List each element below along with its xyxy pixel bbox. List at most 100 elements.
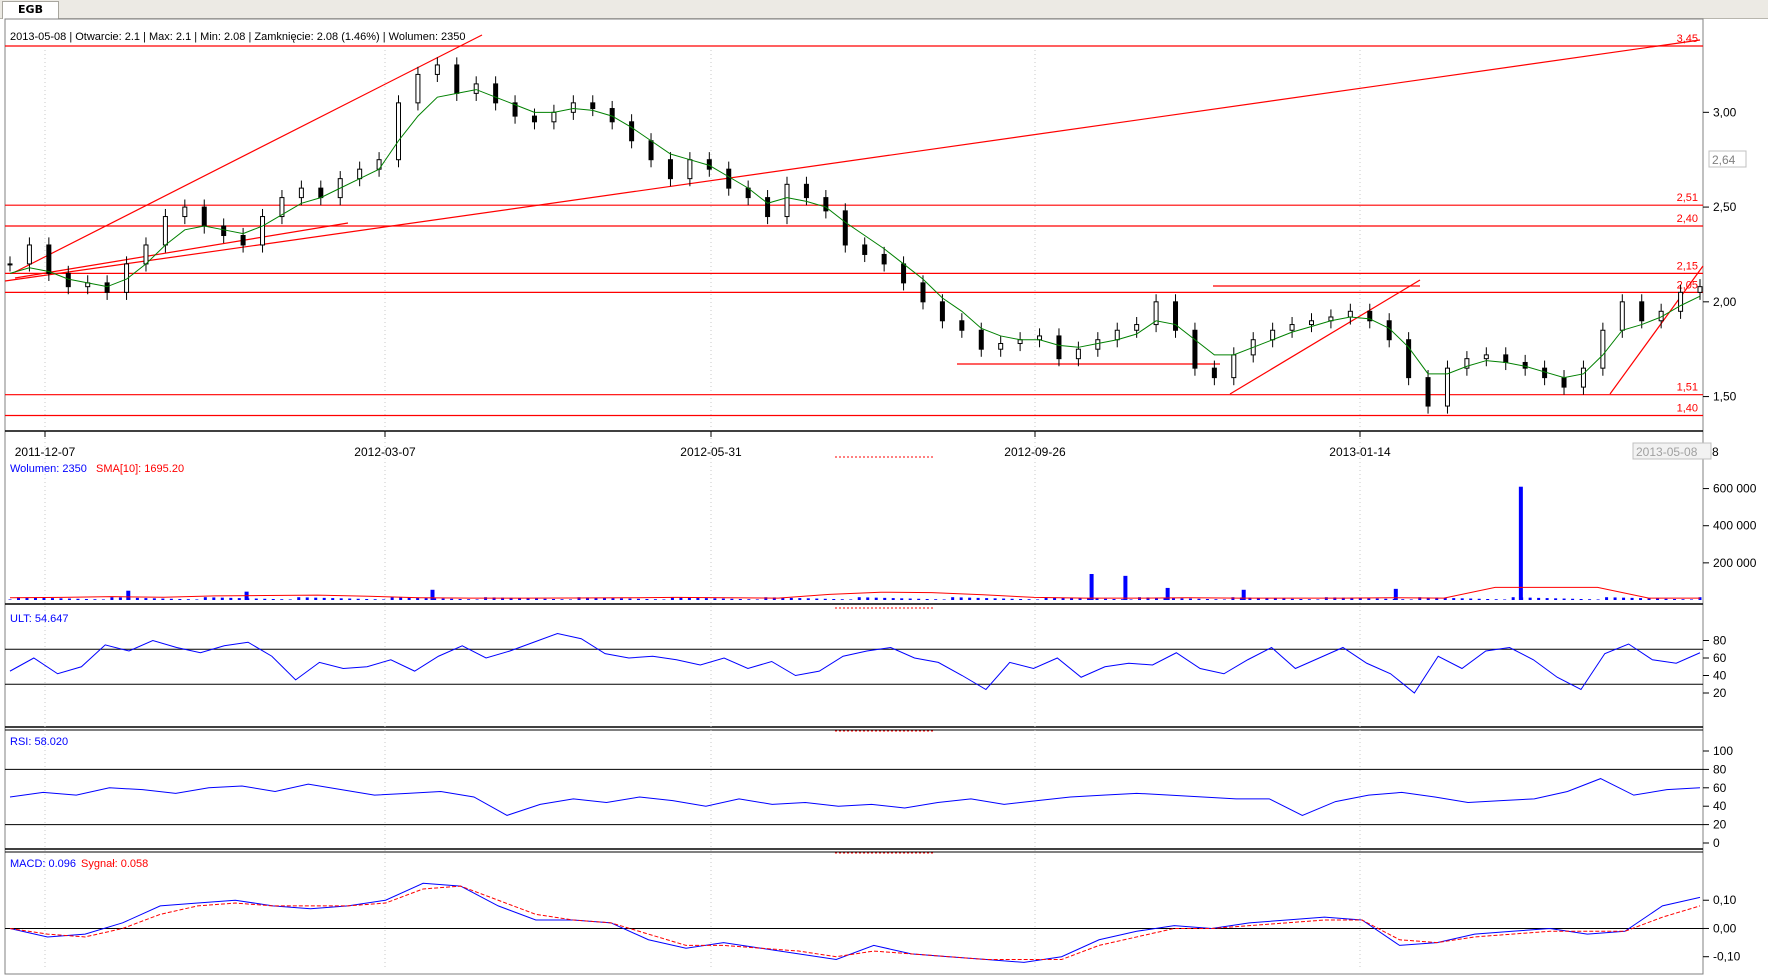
volume-bar xyxy=(348,598,352,600)
horizontal-level-label: 2,05 xyxy=(1677,279,1698,291)
volume-bar xyxy=(1579,598,1583,600)
volume-bar xyxy=(560,599,564,600)
volume-tick-label: 600 000 xyxy=(1713,482,1757,496)
volume-bar xyxy=(1307,599,1311,600)
volume-bar xyxy=(441,598,445,600)
macd-panel: MACD: 0.096 Sygnał: 0.058 0,10 0,00 -0,10 xyxy=(5,858,1741,964)
volume-bar xyxy=(1010,598,1014,600)
volume-bar xyxy=(1180,598,1184,600)
candle-body xyxy=(260,216,266,246)
candle-body xyxy=(1153,301,1159,326)
candle-body xyxy=(201,206,207,227)
volume-bar xyxy=(1452,598,1456,600)
axis-tick-label: 80 xyxy=(1713,762,1727,776)
trendline-up-2 xyxy=(14,222,349,279)
volume-bar xyxy=(747,599,751,600)
volume-bar xyxy=(407,597,411,600)
volume-bar xyxy=(263,598,267,600)
volume-bar xyxy=(1036,599,1040,600)
volume-bar xyxy=(518,598,522,600)
candle-body xyxy=(726,168,732,189)
volume-bar xyxy=(1123,575,1128,600)
volume-bar xyxy=(178,598,182,600)
volume-bar xyxy=(33,597,37,600)
volume-bar xyxy=(1613,597,1617,600)
volume-bar xyxy=(1222,599,1226,600)
candle-body xyxy=(648,140,654,161)
volume-bar xyxy=(59,598,63,600)
candle-body xyxy=(881,253,887,265)
volume-bar xyxy=(1282,598,1286,600)
volume-bar xyxy=(925,598,929,600)
volume-bar xyxy=(721,598,725,600)
volume-bar xyxy=(458,598,462,600)
horizontal-level-label: 2,40 xyxy=(1677,213,1698,225)
volume-bar xyxy=(1503,599,1507,600)
candle-body xyxy=(396,102,402,161)
volume-bar xyxy=(1104,598,1108,600)
date-tick-label: 2011-12-07 xyxy=(15,445,76,459)
volume-bar xyxy=(602,597,606,600)
volume-bar xyxy=(1214,599,1218,600)
volume-bar xyxy=(1588,599,1592,600)
volume-bar xyxy=(186,599,190,600)
tab-egb[interactable]: EGB xyxy=(2,1,59,19)
volume-bar xyxy=(1647,598,1651,600)
horizontal-level-label: 1,40 xyxy=(1677,403,1698,415)
volume-bar xyxy=(467,599,471,600)
candle-body xyxy=(1464,358,1470,369)
volume-bar xyxy=(254,598,258,600)
volume-bar xyxy=(577,597,581,600)
volume-bar xyxy=(1112,598,1116,600)
volume-bar xyxy=(653,599,657,600)
volume-bar xyxy=(501,597,505,600)
candle-body xyxy=(1561,377,1567,388)
horizontal-level-label: 1,51 xyxy=(1677,382,1698,394)
volume-bar xyxy=(1409,599,1413,600)
volume-bar xyxy=(772,597,776,600)
volume-sma-line xyxy=(9,586,1700,599)
volume-bar xyxy=(93,599,97,600)
candle-body xyxy=(803,183,809,199)
candle-body xyxy=(1037,335,1043,341)
axis-tick-label: 100 xyxy=(1713,744,1733,758)
volume-bar xyxy=(1511,597,1515,600)
candle-body xyxy=(1192,329,1198,369)
macd-signal-label: Sygnał: 0.058 xyxy=(81,858,148,870)
volume-bar xyxy=(492,597,496,600)
volume-bar xyxy=(1477,598,1481,600)
candle-body xyxy=(279,197,285,218)
candle-body xyxy=(570,102,576,113)
volume-bar xyxy=(1656,598,1660,600)
volume-bar xyxy=(271,598,275,600)
volume-bar xyxy=(416,597,420,600)
volume-bar xyxy=(288,599,292,600)
volume-bar xyxy=(84,598,88,600)
volume-bar xyxy=(1256,597,1260,600)
volume-bar xyxy=(1673,598,1677,600)
trendline-up-3 xyxy=(1229,279,1421,395)
candle-body xyxy=(765,197,771,218)
volume-bar xyxy=(1443,597,1447,600)
current-price-tag xyxy=(1708,150,1747,168)
candle-body xyxy=(1619,301,1625,331)
volume-bar xyxy=(832,598,836,600)
date-tick-label: 2012-03-07 xyxy=(354,445,416,459)
volume-bar xyxy=(789,597,793,600)
candle-body xyxy=(1211,367,1217,379)
volume-title: Wolumen: 2350 xyxy=(10,463,87,475)
volume-bar xyxy=(399,597,403,600)
volume-bar xyxy=(1248,597,1252,600)
volume-bar xyxy=(1622,597,1626,600)
candle-body xyxy=(862,244,868,255)
volume-bar xyxy=(917,598,921,600)
volume-bar xyxy=(959,597,963,600)
axis-tick-label: 20 xyxy=(1713,686,1727,700)
date-axis: 2011-12-07 2012-03-07 2012-05-31 2012-09-26… xyxy=(15,431,1391,459)
volume-bar xyxy=(110,597,114,600)
volume-bar xyxy=(823,598,827,600)
candle-body xyxy=(1600,329,1606,369)
candle-body xyxy=(512,102,518,117)
volume-bar xyxy=(985,598,989,600)
